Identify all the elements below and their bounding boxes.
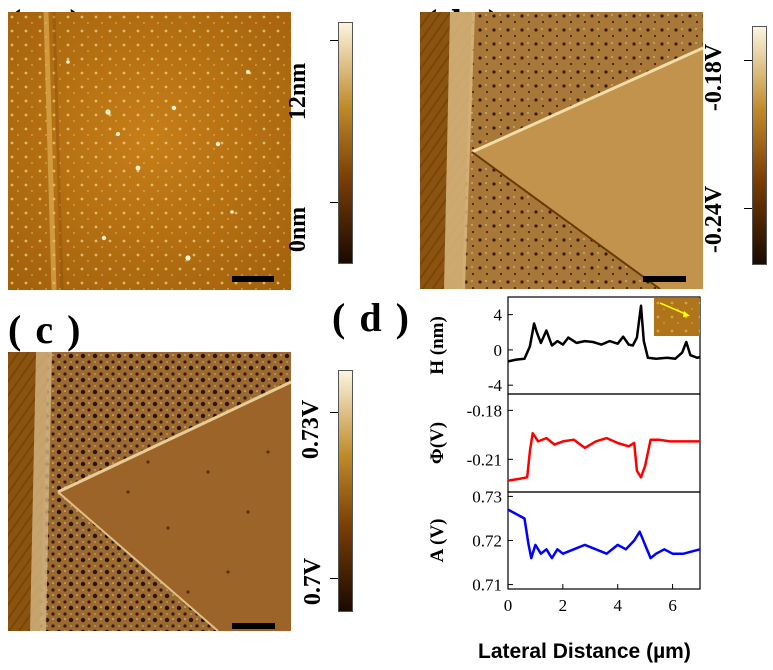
panel-d-x-axis-label: Lateral Distance (µm) — [478, 640, 691, 663]
x-tick-label: 6 — [668, 596, 677, 615]
y-axis-label: H (nm) — [427, 316, 448, 375]
panel-c-colorbar-top-tick — [330, 412, 338, 413]
panel-a-scale-bar — [232, 276, 274, 282]
y-tick-label: 4 — [494, 306, 503, 325]
y-axis-label: A (V) — [427, 519, 448, 563]
inset-arrow-icon — [683, 311, 690, 317]
panel-a-afm-image — [8, 12, 291, 290]
panel-d-label: ( d ) — [332, 295, 411, 340]
plot-frame-1 — [507, 393, 701, 493]
panel-b-afm-image — [420, 12, 703, 289]
panel-b-afm-texture — [420, 12, 703, 289]
y-tick-label: -0.18 — [467, 401, 502, 420]
panel-b-colorbar-top-tick — [744, 60, 752, 61]
panel-c-colorbar — [338, 370, 353, 612]
y-tick-label: 0.72 — [472, 532, 502, 551]
panel-b-colorbar-top-label: -0.18V — [701, 43, 728, 112]
inset-profile-line — [659, 302, 689, 316]
series-line — [507, 431, 700, 482]
x-tick-label: 2 — [559, 596, 568, 615]
x-tick-label: 0 — [504, 596, 513, 615]
series-line — [507, 508, 701, 560]
panel-b-colorbar — [752, 26, 767, 265]
series-line — [507, 304, 701, 363]
panel-a-afm-texture — [8, 12, 291, 290]
panel-a-colorbar — [338, 22, 353, 264]
panel-b-colorbar-bottom-label: -0.24V — [701, 185, 728, 254]
x-tick-label: 4 — [613, 596, 622, 615]
y-tick-label: 0 — [494, 341, 503, 360]
y-tick-label: -0.21 — [467, 450, 502, 469]
panel-a-colorbar-top-label: 12nm — [285, 62, 312, 121]
panel-a-colorbar-bottom-tick — [330, 202, 338, 203]
y-tick-label: -4 — [488, 376, 503, 395]
panel-d-inset-image — [654, 298, 700, 336]
panel-c-afm-texture — [8, 352, 291, 631]
panel-b-scale-bar — [643, 276, 686, 282]
plot-frame-2 — [507, 491, 701, 590]
panel-c-scale-bar — [232, 623, 275, 629]
panel-c-colorbar-bottom-label: 0.7V — [300, 557, 327, 606]
panel-c-afm-image — [8, 352, 291, 631]
panel-c-label: ( c ) — [8, 307, 83, 352]
panel-a-colorbar-top-tick — [330, 40, 338, 41]
y-axis-label: Φ(V) — [427, 422, 448, 464]
panel-c-colorbar-top-label: 0.73V — [298, 399, 325, 460]
y-tick-label: 0.71 — [472, 576, 502, 595]
panel-c-colorbar-bottom-tick — [330, 578, 338, 579]
panel-b-colorbar-bottom-tick — [744, 208, 752, 209]
panel-a-colorbar-bottom-label: 0nm — [285, 206, 312, 253]
y-tick-label: 0.73 — [472, 487, 502, 506]
panel-d-line-plots: 4 0 -4 H (nm) -0.18 -0.21 Φ(V) 0.73 0.72 0.71 A (V… — [427, 296, 701, 615]
